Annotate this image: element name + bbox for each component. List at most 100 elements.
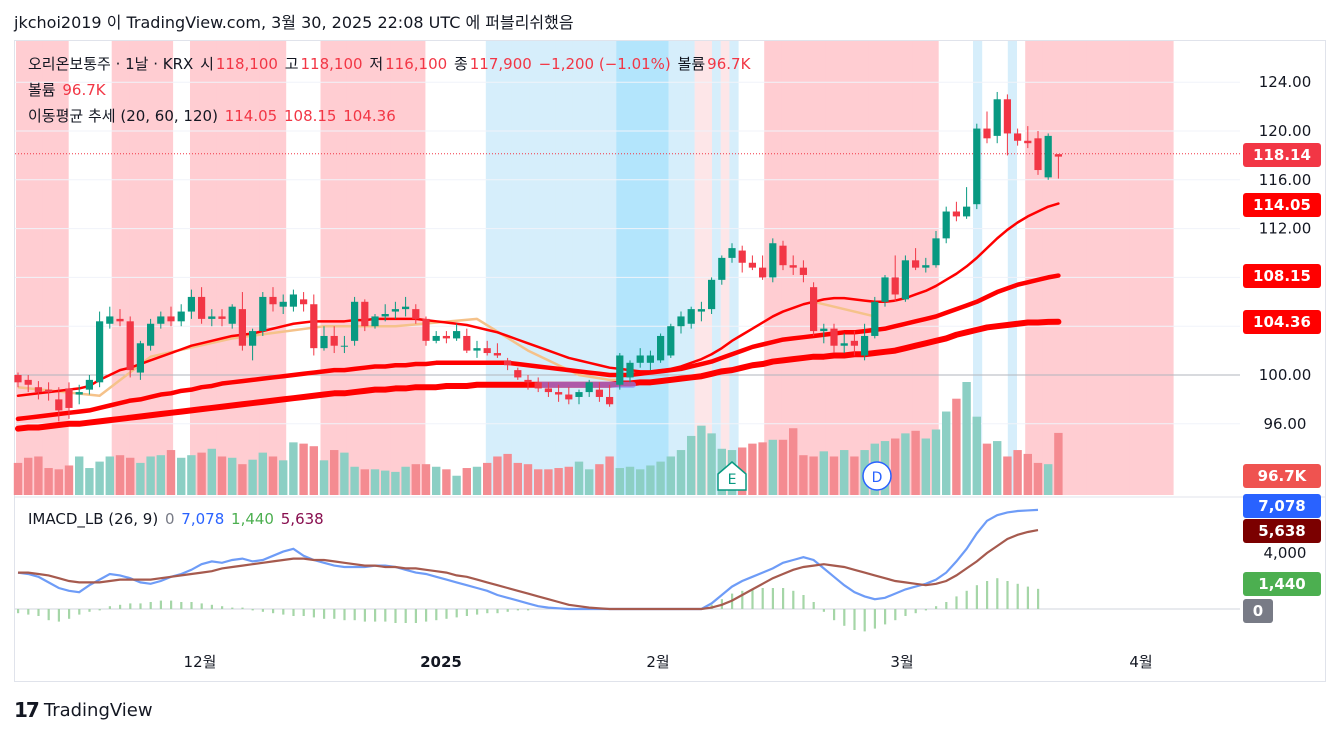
regime-band xyxy=(825,41,835,495)
macd-hist-bar xyxy=(180,602,183,609)
macd-hist-bar xyxy=(782,588,785,609)
volume-bar xyxy=(238,464,247,495)
candle-body xyxy=(351,301,359,341)
regime-band xyxy=(877,41,887,495)
macd-hist-bar xyxy=(986,581,989,609)
regime-band xyxy=(859,41,870,495)
candle-body xyxy=(534,382,542,389)
volume-bar xyxy=(483,462,492,495)
macd-hist-bar xyxy=(374,609,377,622)
candle-body xyxy=(799,267,807,275)
legend-low-label: 저 xyxy=(369,55,384,73)
macd-hist-bar xyxy=(231,607,234,609)
regime-band xyxy=(137,41,147,495)
volume-bar xyxy=(952,398,961,495)
volume-bar xyxy=(707,433,716,495)
macd-hist-bar xyxy=(955,596,958,609)
candle-body xyxy=(779,245,787,266)
macd-hist-bar xyxy=(159,600,162,609)
regime-band xyxy=(233,41,243,495)
volume-bar xyxy=(748,443,757,495)
tradingview-logo[interactable]: 17 TradingView xyxy=(14,698,153,722)
candle-body xyxy=(748,262,756,268)
candle-body xyxy=(55,399,63,411)
time-axis-label: 3월 xyxy=(890,653,913,671)
candle-body xyxy=(402,306,410,310)
volume-bar xyxy=(187,455,196,495)
candle-body xyxy=(249,331,257,346)
candle-body xyxy=(830,328,838,346)
regime-band xyxy=(416,41,426,495)
volume-bar xyxy=(279,460,288,495)
candle-body xyxy=(677,316,685,327)
regime-band xyxy=(1138,41,1148,495)
candle-body xyxy=(575,392,583,397)
volume-bar xyxy=(646,465,655,495)
regime-band xyxy=(929,41,939,495)
volume-bar xyxy=(166,450,176,495)
ma-legend-value-120: 104.36 xyxy=(343,107,396,125)
regime-band xyxy=(1147,41,1157,495)
volume-bar xyxy=(228,457,237,495)
candle-body xyxy=(544,388,552,393)
candle-body xyxy=(259,296,267,332)
candle-body xyxy=(585,382,593,393)
candle-body xyxy=(555,392,563,395)
candle-body xyxy=(34,387,42,393)
candle-body xyxy=(167,316,175,322)
regime-band xyxy=(372,41,382,495)
candle-body xyxy=(228,306,236,324)
candle-body xyxy=(738,250,746,263)
volume-bar xyxy=(778,439,788,495)
candle-body xyxy=(728,248,736,258)
regime-band xyxy=(190,41,200,495)
volume-bar xyxy=(789,428,798,495)
regime-band xyxy=(790,41,800,495)
macd-hist-bar xyxy=(996,578,999,609)
candle-body xyxy=(442,335,450,339)
volume-legend-label[interactable]: 볼륨 xyxy=(28,81,56,99)
volume-bar xyxy=(95,461,104,495)
regime-band xyxy=(224,41,234,495)
volume-bar xyxy=(1013,450,1022,495)
ma120-price-tag: 104.36 xyxy=(1243,310,1321,334)
volume-bar xyxy=(462,468,471,495)
candle-body xyxy=(412,309,420,319)
regime-band xyxy=(364,41,374,495)
regime-band xyxy=(1164,41,1174,495)
macd-hist-bar xyxy=(894,609,897,621)
volume-bar xyxy=(177,457,186,495)
regime-band xyxy=(912,41,922,495)
volume-bar xyxy=(340,452,349,495)
regime-band xyxy=(33,41,43,495)
candle-body xyxy=(942,211,950,239)
earnings-marker: E xyxy=(717,461,747,491)
macd-hist-bar xyxy=(1026,586,1029,609)
regime-band xyxy=(1025,41,1035,495)
candle-body xyxy=(993,99,1001,136)
volume-bar xyxy=(156,455,165,495)
macd-hist-bar xyxy=(221,606,224,609)
legend-volume-label: 볼륨 xyxy=(677,55,706,73)
macd-legend-label[interactable]: IMACD_LB (26, 9) xyxy=(28,510,159,528)
macd-hist-bar xyxy=(363,609,366,622)
ma-legend-label[interactable]: 이동평균 추세 (20, 60, 120) xyxy=(28,107,218,125)
macd-hist-bar xyxy=(761,588,764,609)
volume-bar xyxy=(901,433,910,495)
price-axis-label: 124.00 xyxy=(1259,73,1312,91)
volume-bar xyxy=(248,459,257,495)
regime-band xyxy=(868,41,878,495)
regime-band xyxy=(833,41,843,495)
regime-band xyxy=(485,41,495,495)
regime-band xyxy=(1007,41,1017,495)
volume-bar xyxy=(697,425,706,495)
legend-symbol[interactable]: 오리온보통주 · 1날 · KRX xyxy=(28,55,194,73)
legend-low-value: 116,100 xyxy=(385,55,448,73)
macd-hist-bar xyxy=(516,609,519,611)
volume-bar xyxy=(636,469,645,495)
hist-tag: 1,440 xyxy=(1243,572,1321,596)
regime-band xyxy=(685,41,696,495)
volume-bar xyxy=(493,456,502,495)
macd-hist-bar xyxy=(292,609,295,616)
volume-bar xyxy=(656,461,665,495)
